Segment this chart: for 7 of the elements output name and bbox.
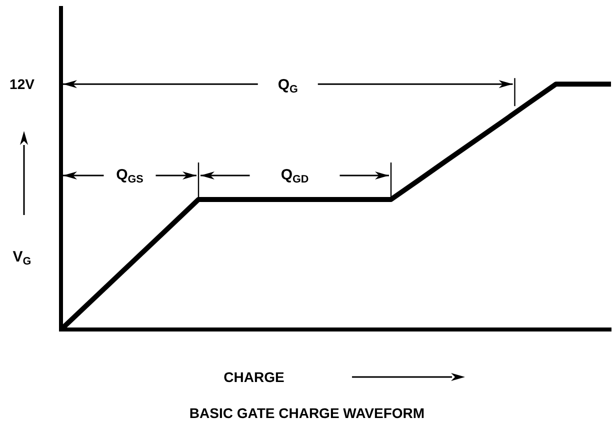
annotation: Q$_{GD}$ bbox=[280, 166, 309, 186]
annotation: Q$_{G}$ bbox=[278, 76, 298, 96]
text: BASIC GATE CHARGE WAVEFORM bbox=[189, 405, 425, 421]
text: 12V bbox=[10, 76, 34, 92]
annotation: Q$_{GS}$ bbox=[116, 166, 144, 186]
x-axis-title: CHARGE bbox=[224, 369, 284, 385]
y-axis-title: V$_{G}$ bbox=[12, 248, 32, 268]
